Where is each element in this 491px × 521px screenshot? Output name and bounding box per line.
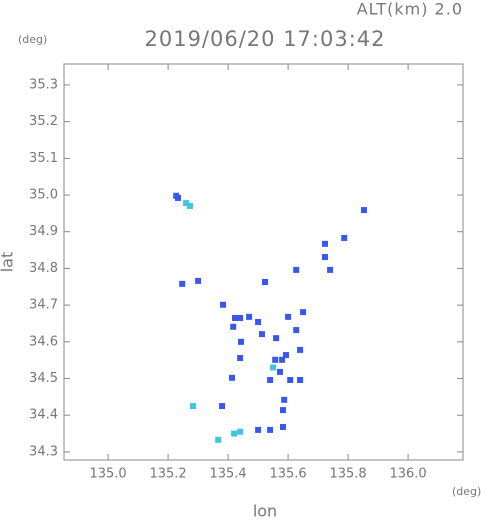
echo-cell — [183, 200, 190, 207]
y-axis-label: lat — [0, 252, 17, 273]
echo-cell — [187, 203, 193, 210]
y-tick-label: 34.6 — [29, 334, 58, 349]
echo-cell — [285, 313, 292, 320]
x-tick-label: 135.4 — [209, 467, 246, 482]
echo-cell — [322, 254, 328, 261]
echo-cell — [179, 280, 186, 287]
echo-cell — [327, 266, 334, 273]
echo-cell — [232, 314, 238, 321]
echo-cell — [300, 309, 307, 316]
x-axis-label: lon — [253, 502, 277, 521]
echo-cell — [229, 374, 235, 381]
echo-cell — [280, 423, 286, 430]
y-tick-label: 35.0 — [29, 188, 58, 203]
echo-cell — [237, 428, 244, 435]
echo-cell — [281, 396, 288, 403]
echo-cell — [293, 266, 300, 273]
echo-cell — [267, 426, 274, 433]
echo-cell — [259, 331, 265, 338]
echo-cell — [280, 407, 286, 414]
echo-cell — [219, 403, 226, 410]
y-tick-label: 35.1 — [29, 151, 58, 166]
echo-cell — [279, 356, 286, 363]
echo-cell — [297, 376, 304, 383]
chart-title: 2019/06/20 17:03:42 — [144, 27, 385, 51]
x-tick-label: 135.0 — [89, 467, 126, 482]
y-tick-label: 34.9 — [29, 224, 58, 239]
x-tick-label: 135.8 — [329, 467, 366, 482]
echo-cell — [255, 426, 262, 433]
x-unit: (deg) — [452, 485, 481, 498]
echo-cell — [273, 335, 280, 342]
echo-cell — [361, 207, 367, 214]
echo-cell — [322, 240, 328, 247]
echo-cell — [255, 319, 262, 326]
echo-cell — [190, 403, 196, 410]
echo-cell — [175, 194, 181, 201]
echo-cell — [287, 376, 294, 383]
echo-cell — [215, 436, 222, 443]
altitude-label: ALT(km) 2.0 — [357, 0, 463, 19]
y-tick-label: 35.2 — [29, 114, 58, 129]
plot-frame — [63, 63, 464, 461]
echo-cell — [231, 430, 238, 437]
y-tick-label: 34.8 — [29, 261, 58, 276]
echo-cell — [297, 346, 304, 353]
y-tick-label: 34.7 — [29, 298, 58, 313]
echo-cell — [195, 277, 202, 284]
echo-cell — [283, 352, 289, 359]
y-tick-label: 35.3 — [29, 77, 58, 92]
echo-cell — [237, 354, 244, 361]
y-tick-label: 34.3 — [29, 444, 58, 459]
echo-cell — [246, 313, 253, 320]
y-unit: (deg) — [18, 33, 47, 46]
echo-cell — [230, 323, 237, 330]
echo-cell — [220, 301, 226, 308]
x-tick-label: 136.0 — [389, 467, 426, 482]
echo-cell — [238, 338, 244, 345]
echo-cell — [270, 364, 277, 371]
y-tick-label: 34.5 — [29, 371, 58, 386]
echo-cell — [272, 356, 279, 363]
x-tick-label: 135.6 — [269, 467, 306, 482]
y-tick-label: 34.4 — [29, 408, 58, 423]
echo-cell — [267, 376, 274, 383]
echo-cell — [277, 368, 283, 375]
echo-cell — [237, 314, 244, 321]
echo-cell — [341, 234, 348, 241]
echo-cell — [262, 279, 268, 286]
x-tick-label: 135.2 — [149, 467, 186, 482]
echo-cell — [293, 327, 300, 334]
